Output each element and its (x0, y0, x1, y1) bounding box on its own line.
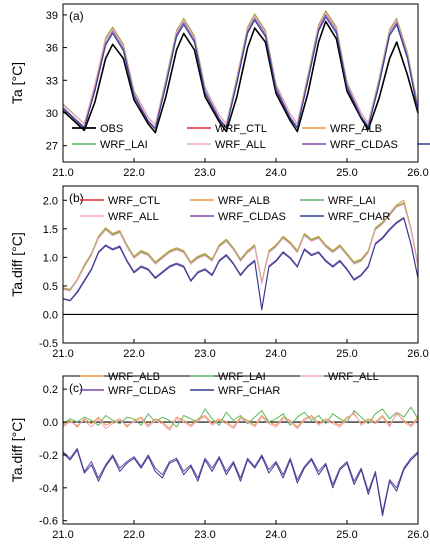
panel-label: (a) (69, 9, 84, 23)
series-line-wrf-cldas (62, 447, 419, 513)
legend-label: WRF_CTL (215, 123, 267, 135)
x-tick-label: 23.0 (194, 529, 215, 541)
x-tick-label: 24.0 (265, 167, 286, 179)
x-tick-label: 26.0 (407, 167, 428, 179)
series-line-wrf-char (62, 449, 419, 517)
x-tick-label: 26.0 (407, 348, 428, 360)
plot-frame (62, 185, 419, 344)
x-tick-label: 21.0 (52, 167, 73, 179)
panel-2: 21.0 22.0 23.0 24.0 25.0 26.0 -0.6 -0.4 -0.2 0.0 0… (9, 371, 429, 541)
y-tick-label: 2.0 (43, 195, 58, 207)
x-tick-label: 22.0 (123, 167, 144, 179)
series-line-obs (62, 20, 419, 134)
x-tick-label: 22.0 (123, 529, 144, 541)
y-tick-label: 33 (46, 75, 58, 87)
series-line-wrf-char (62, 218, 419, 311)
x-tick-label: 25.0 (336, 167, 357, 179)
series-line-wrf-lai (62, 202, 419, 291)
y-tick-label: 0.5 (43, 281, 58, 293)
y-tick-label: 27 (46, 141, 58, 153)
plot-frame (62, 375, 419, 525)
x-tick-label: 26.0 (407, 529, 428, 541)
plot-frame (62, 3, 419, 163)
y-tick-label: 30 (46, 108, 58, 120)
y-tick-label: 0.0 (43, 417, 58, 429)
legend-label: WRF_CTL (108, 195, 160, 207)
legend-label: WRF_LAI (328, 195, 376, 207)
panel-label: (b) (69, 191, 84, 205)
x-tick-label: 25.0 (336, 529, 357, 541)
legend-label: WRF_CLDAS (108, 385, 176, 397)
panel-1: 21.0 22.0 23.0 24.0 25.0 26.0 -0.5 0.0 0.5 1.0 1.5… (9, 185, 429, 360)
legend-label: WRF_ALL (108, 211, 159, 223)
y-axis-label: Ta.diff [°C] (9, 418, 25, 482)
y-tick-label: 0.0 (43, 309, 58, 321)
y-tick-label: 1.0 (43, 252, 58, 264)
legend-label: WRF_CHAR (328, 211, 390, 223)
y-tick-label: -0.4 (39, 483, 58, 495)
x-tick-label: 21.0 (52, 348, 73, 360)
series-line-wrf-all (62, 203, 419, 292)
legend-label: WRF_ALB (108, 371, 160, 383)
x-tick-label: 25.0 (336, 348, 357, 360)
legend-label: WRF_CHAR (218, 385, 280, 397)
y-tick-label: 0.2 (43, 384, 58, 396)
legend-label: WRF_LAI (100, 139, 148, 151)
y-tick-label: 39 (46, 10, 58, 22)
y-axis-label: Ta [°C] (9, 62, 25, 104)
series-line-wrf-all (62, 411, 419, 431)
y-tick-label: -0.2 (39, 450, 58, 462)
y-tick-label: 36 (46, 43, 58, 55)
legend-label: WRF_CLDAS (330, 139, 398, 151)
series-line-wrf-cldas (62, 216, 419, 310)
panel-label: (c) (69, 381, 83, 395)
x-tick-label: 23.0 (194, 348, 215, 360)
y-axis-label: Ta.diff [°C] (9, 232, 25, 296)
legend-label: WRF_LAI (218, 371, 266, 383)
legend-label: WRF_ALL (328, 371, 379, 383)
x-tick-label: 22.0 (123, 348, 144, 360)
x-tick-label: 23.0 (194, 167, 215, 179)
legend-label: WRF_ALL (215, 139, 266, 151)
y-tick-label: 1.5 (43, 224, 58, 236)
x-tick-label: 24.0 (265, 529, 286, 541)
legend-label: OBS (100, 123, 123, 135)
series-line-wrf-char (62, 16, 419, 130)
y-tick-label: -0.6 (39, 516, 58, 528)
x-tick-label: 21.0 (52, 529, 73, 541)
legend-label: WRF_CLDAS (218, 211, 286, 223)
legend-label: WRF_ALB (330, 123, 382, 135)
panel-0: 21.0 22.0 23.0 24.0 25.0 26.0 27 30 33 36 39 (a) Ta … (9, 3, 430, 179)
legend-label: WRF_ALB (218, 195, 270, 207)
series-line-wrf-alb (62, 199, 419, 290)
x-tick-label: 24.0 (265, 348, 286, 360)
y-tick-label: -0.5 (39, 338, 58, 350)
